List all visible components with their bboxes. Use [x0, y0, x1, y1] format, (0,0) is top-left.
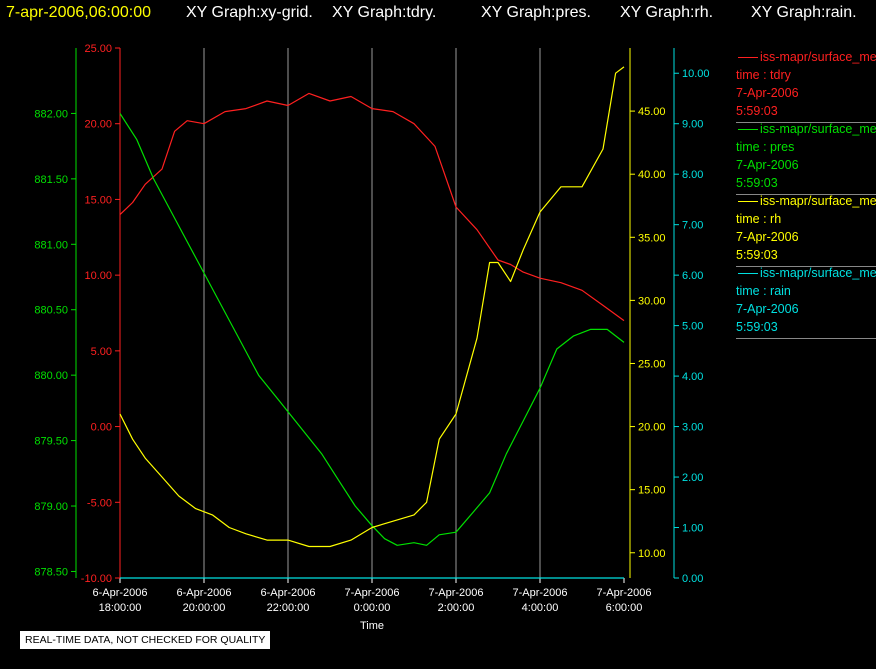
pres-tick-label: 881.50 [34, 174, 68, 186]
legend-time-rain: 5:59:03 [736, 320, 778, 334]
legend-time-tdry: 5:59:03 [736, 104, 778, 118]
x-tick-label: 6-Apr-2006 [260, 587, 315, 599]
header-graph-rh: XY Graph:rh. [620, 4, 714, 21]
rain-tick-label: 6.00 [682, 270, 703, 282]
tdry-tick-label: 5.00 [91, 346, 112, 358]
legend-source-tdry: iss-mapr/surface_met [736, 48, 876, 66]
rain-tick-label: 10.00 [682, 68, 710, 80]
x-tick-label: 7-Apr-2006 [428, 587, 483, 599]
legend-label-rain: time : rain [736, 284, 791, 298]
rh-tick-label: 45.00 [638, 106, 666, 118]
header-graph-tdry: XY Graph:tdry. [332, 4, 437, 21]
rain-tick-label: 1.00 [682, 523, 703, 535]
rh-tick-label: 40.00 [638, 169, 666, 181]
x-tick-label: 18:00:00 [99, 602, 142, 614]
legend-label-pres: time : pres [736, 140, 795, 154]
header-timestamp: 7-apr-2006,06:00:00 [6, 4, 151, 21]
pres-tick-label: 879.00 [34, 501, 68, 513]
x-tick-label: 6-Apr-2006 [92, 587, 147, 599]
series-line-tdry [119, 92, 625, 322]
legend-date-rh: 7-Apr-2006 [736, 230, 799, 244]
pres-tick-label: 878.50 [34, 566, 68, 578]
tdry-tick-label: 20.00 [84, 119, 112, 131]
rain-tick-label: 8.00 [682, 169, 703, 181]
tdry-tick-label: 0.00 [91, 422, 112, 434]
x-tick-label: 7-Apr-2006 [596, 587, 651, 599]
tdry-tick-label: -5.00 [87, 497, 112, 509]
rain-tick-label: 5.00 [682, 321, 703, 333]
header-bar: 7-apr-2006,06:00:00 XY Graph:xy-grid. XY… [0, 0, 876, 28]
legend-source-rh: iss-mapr/surface_met [736, 192, 876, 210]
legend-label-tdry: time : tdry [736, 68, 791, 82]
tdry-tick-label: -10.00 [81, 573, 112, 585]
tdry-tick-label: 25.00 [84, 43, 112, 55]
legend-entry-rh: iss-mapr/surface_met time : rh 7-Apr-200… [736, 192, 876, 267]
rh-tick-label: 10.00 [638, 548, 666, 560]
legend-source-pres: iss-mapr/surface_met [736, 120, 876, 138]
header-graph-pres: XY Graph:pres. [481, 4, 591, 21]
x-tick-label: 20:00:00 [183, 602, 226, 614]
legend-label-rh: time : rh [736, 212, 782, 226]
legend-date-rain: 7-Apr-2006 [736, 302, 799, 316]
x-tick-label: 7-Apr-2006 [344, 587, 399, 599]
rain-tick-label: 3.00 [682, 422, 703, 434]
rain-tick-label: 0.00 [682, 573, 703, 585]
series-line-pres [119, 113, 625, 546]
legend-entry-rain: iss-mapr/surface_met time : rain 7-Apr-2… [736, 264, 876, 339]
legend-entry-tdry: iss-mapr/surface_met time : tdry 7-Apr-2… [736, 48, 876, 123]
pres-tick-label: 879.50 [34, 436, 68, 448]
header-graph-xy-grid: XY Graph:xy-grid. [186, 4, 313, 21]
series-line-rh [119, 66, 625, 548]
rh-tick-label: 25.00 [638, 358, 666, 370]
x-tick-label: 22:00:00 [267, 602, 310, 614]
pres-tick-label: 882.00 [34, 108, 68, 120]
legend-entry-pres: iss-mapr/surface_met time : pres 7-Apr-2… [736, 120, 876, 195]
x-tick-label: 6:00:00 [606, 602, 643, 614]
header-graph-rain: XY Graph:rain. [751, 4, 857, 21]
rh-tick-label: 35.00 [638, 232, 666, 244]
x-tick-label: 0:00:00 [354, 602, 391, 614]
pres-tick-label: 881.00 [34, 239, 68, 251]
x-tick-label: 4:00:00 [522, 602, 559, 614]
rain-tick-label: 7.00 [682, 220, 703, 232]
legend-time-pres: 5:59:03 [736, 176, 778, 190]
legend-time-rh: 5:59:03 [736, 248, 778, 262]
x-axis-label: Time [360, 620, 384, 632]
x-tick-label: 7-Apr-2006 [512, 587, 567, 599]
tdry-tick-label: 15.00 [84, 194, 112, 206]
rain-tick-label: 9.00 [682, 119, 703, 131]
x-tick-label: 2:00:00 [438, 602, 475, 614]
tdry-tick-label: 10.00 [84, 270, 112, 282]
legend-date-tdry: 7-Apr-2006 [736, 86, 799, 100]
pres-tick-label: 880.50 [34, 305, 68, 317]
rain-tick-label: 4.00 [682, 371, 703, 383]
legend-source-rain: iss-mapr/surface_met [736, 264, 876, 282]
rh-tick-label: 30.00 [638, 295, 666, 307]
rh-tick-label: 15.00 [638, 485, 666, 497]
rh-tick-label: 20.00 [638, 422, 666, 434]
rain-tick-label: 2.00 [682, 472, 703, 484]
pres-tick-label: 880.00 [34, 370, 68, 382]
legend-date-pres: 7-Apr-2006 [736, 158, 799, 172]
x-tick-label: 6-Apr-2006 [176, 587, 231, 599]
quality-notice: REAL-TIME DATA, NOT CHECKED FOR QUALITY [20, 631, 271, 649]
